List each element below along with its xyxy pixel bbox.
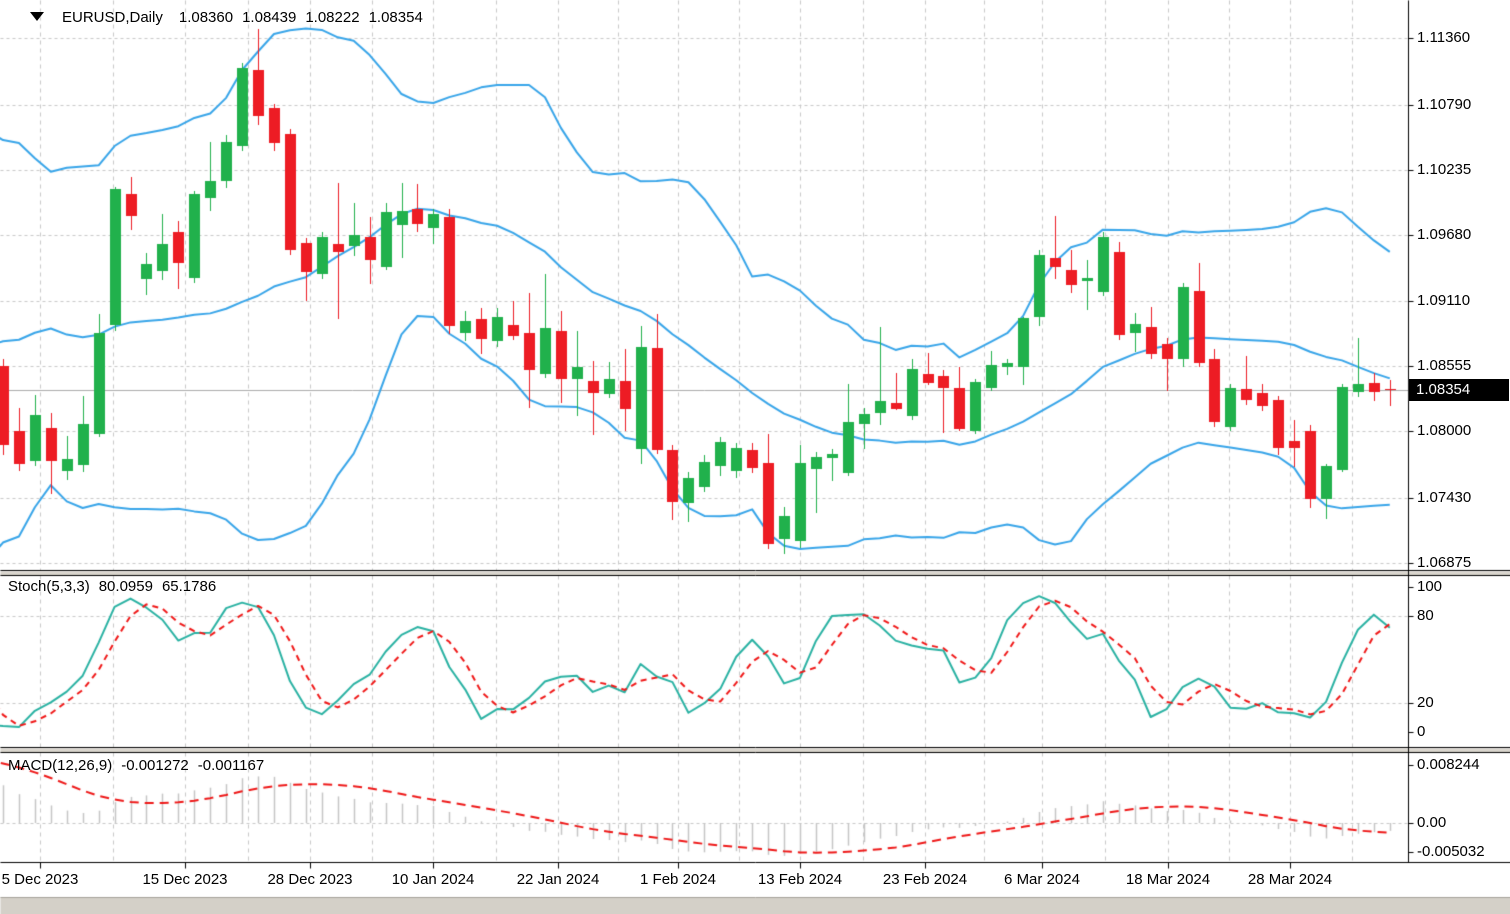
date-axis-label: 1 Feb 2024 xyxy=(640,871,716,888)
stochastic-header: Stoch(5,3,3) 80.0959 65.1786 xyxy=(8,578,225,595)
date-axis-label: 18 Mar 2024 xyxy=(1125,871,1211,888)
price-axis-label: 1.09110 xyxy=(1417,292,1471,309)
date-axis-label: 13 Feb 2024 xyxy=(757,871,843,888)
price-axis-label: 1.10790 xyxy=(1417,96,1472,113)
ohlc-open: 1.08360 xyxy=(178,9,234,26)
chart-title: EURUSD,Daily 1.08360 1.08439 1.08222 1.08354 xyxy=(62,9,432,26)
date-axis-label: 15 Dec 2023 xyxy=(142,871,228,888)
price-axis-label: 1.09680 xyxy=(1417,226,1472,243)
date-axis-label: 23 Feb 2024 xyxy=(882,871,968,888)
price-axis-label: 1.08555 xyxy=(1417,357,1472,374)
stoch-axis-label: 20 xyxy=(1417,694,1434,711)
symbol-marker-icon[interactable] xyxy=(30,12,44,21)
price-axis-label: 1.06875 xyxy=(1417,554,1472,571)
stochastic-signal-value: 65.1786 xyxy=(161,578,217,595)
stoch-axis-label: 0 xyxy=(1417,723,1426,740)
price-axis-label: 1.11360 xyxy=(1417,29,1471,46)
ohlc-low: 1.08222 xyxy=(305,9,360,26)
macd-name: MACD(12,26,9) xyxy=(8,757,113,774)
macd-signal-value: -0.001167 xyxy=(197,757,265,774)
date-axis-label: 6 Mar 2024 xyxy=(1004,871,1080,888)
macd-header: MACD(12,26,9) -0.001272 -0.001167 xyxy=(8,757,273,774)
macd-axis-label: 0.008244 xyxy=(1417,756,1480,773)
macd-axis-label: -0.005032 xyxy=(1417,843,1485,860)
date-axis-label: 5 Dec 2023 xyxy=(1,871,79,888)
date-axis-label: 10 Jan 2024 xyxy=(391,871,475,888)
symbol-timeframe: EURUSD,Daily xyxy=(62,9,163,26)
ohlc-high: 1.08439 xyxy=(242,9,297,26)
stochastic-main-value: 80.0959 xyxy=(98,578,153,595)
ohlc-close: 1.08354 xyxy=(368,9,423,26)
macd-axis-label: 0.00 xyxy=(1417,814,1447,831)
price-axis-label: 1.10235 xyxy=(1417,161,1472,178)
current-price-badge: 1.08354 xyxy=(1409,379,1509,401)
current-price-value: 1.08354 xyxy=(1416,381,1471,398)
macd-main-value: -0.001272 xyxy=(121,757,189,774)
stoch-axis-label: 80 xyxy=(1417,607,1434,624)
price-axis-label: 1.08000 xyxy=(1417,422,1472,439)
price-axis-label: 1.07430 xyxy=(1417,489,1472,506)
date-axis-label: 22 Jan 2024 xyxy=(516,871,600,888)
stoch-axis-label: 100 xyxy=(1417,578,1443,595)
stochastic-name: Stoch(5,3,3) xyxy=(8,578,90,595)
date-axis-label: 28 Mar 2024 xyxy=(1247,871,1333,888)
date-axis-label: 28 Dec 2023 xyxy=(267,871,353,888)
